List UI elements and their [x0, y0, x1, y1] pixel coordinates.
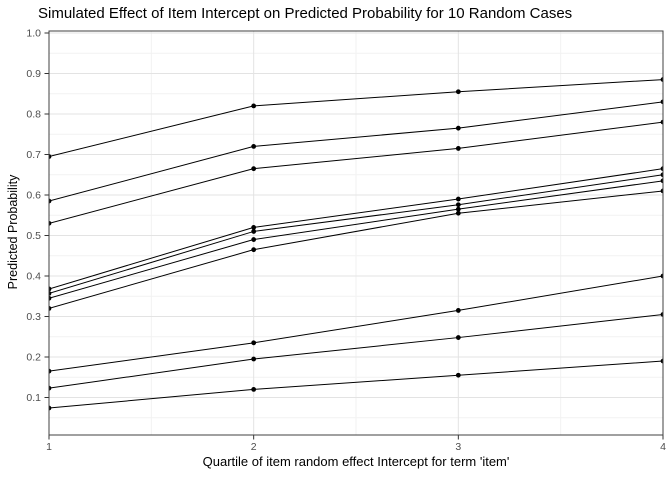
series-line: [49, 275, 663, 372]
tick-label: 2: [251, 441, 257, 453]
series-line: [49, 360, 663, 409]
tick-label: 1.0: [26, 28, 41, 40]
data-point: [49, 154, 52, 159]
tick-label: 0.1: [26, 392, 41, 404]
data-point: [660, 77, 663, 82]
tick-label: 0.9: [26, 68, 41, 80]
tick-label: 1: [46, 441, 52, 453]
data-point: [660, 312, 663, 317]
data-point: [49, 198, 52, 204]
series-line: [49, 174, 663, 294]
series-line: [49, 121, 663, 224]
data-point: [49, 220, 52, 226]
tick-label: 0.5: [26, 230, 41, 242]
chart-title: Simulated Effect of Item Intercept on Pr…: [38, 5, 573, 22]
data-point: [49, 306, 52, 311]
data-point: [660, 358, 663, 364]
series-line: [49, 190, 663, 309]
data-point: [251, 166, 257, 172]
data-point: [251, 387, 257, 392]
data-point: [251, 144, 257, 149]
data-point: [455, 206, 461, 212]
series-line: [49, 168, 663, 290]
data-point: [660, 273, 663, 279]
data-point: [455, 196, 461, 202]
series-line: [49, 79, 663, 158]
tick-label: 0.6: [26, 190, 41, 202]
tick-label: 3: [455, 441, 461, 453]
data-point: [455, 308, 461, 313]
data-point: [455, 210, 461, 216]
data-point: [251, 247, 257, 253]
data-point: [455, 146, 461, 151]
panel-border: [48, 30, 664, 436]
x-axis-title: Quartile of item random effect Intercept…: [202, 454, 510, 469]
series-line: [49, 101, 663, 202]
tick-label: 0.7: [26, 149, 41, 161]
data-point: [49, 405, 52, 411]
data-point: [455, 125, 461, 131]
series-line: [49, 313, 663, 389]
tick-label: 0.4: [26, 271, 41, 283]
data-point: [660, 119, 663, 125]
tick-label: 4: [660, 441, 666, 453]
tick-label: 0.8: [26, 109, 41, 121]
data-point: [660, 172, 663, 178]
data-point: [660, 99, 663, 105]
series-line: [49, 180, 663, 299]
tick-label: 0.2: [26, 352, 41, 364]
data-point: [660, 188, 663, 194]
data-point: [49, 385, 52, 391]
data-point: [455, 372, 461, 378]
data-point: [49, 368, 52, 374]
data-point: [49, 295, 52, 301]
data-point: [49, 291, 52, 296]
data-point: [251, 340, 257, 346]
data-point: [660, 178, 663, 184]
data-point: [251, 103, 257, 109]
data-point: [49, 286, 52, 292]
data-point: [251, 356, 257, 362]
data-point: [251, 225, 257, 230]
data-point: [251, 229, 257, 234]
data-point: [455, 89, 461, 95]
data-point: [455, 335, 461, 340]
data-point: [455, 202, 461, 208]
tick-label: 0.3: [26, 311, 41, 323]
series-group: [49, 77, 663, 411]
data-point: [660, 166, 663, 172]
data-point: [251, 237, 257, 242]
